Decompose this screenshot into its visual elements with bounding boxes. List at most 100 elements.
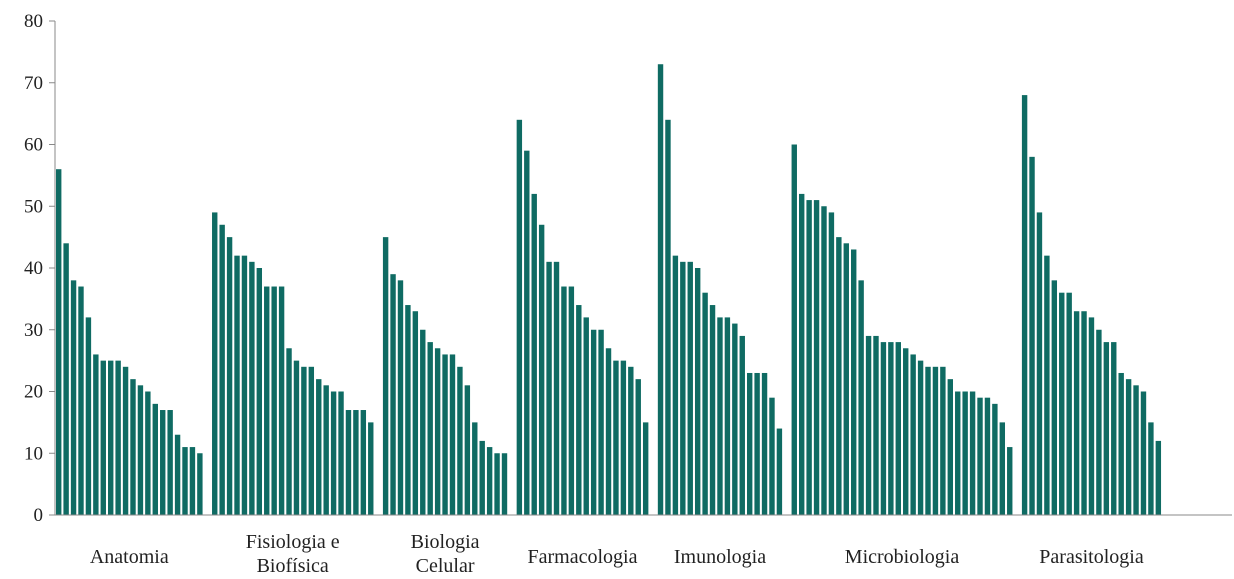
bar <box>427 342 433 515</box>
bar <box>360 410 367 515</box>
bar <box>739 335 745 515</box>
bar <box>63 243 69 516</box>
bar <box>702 292 708 515</box>
bar <box>1044 255 1050 515</box>
bar <box>234 255 240 515</box>
bar <box>152 403 158 515</box>
bar <box>100 360 106 516</box>
bar <box>457 366 463 515</box>
bar <box>323 385 329 515</box>
bar <box>962 391 968 515</box>
bar <box>940 366 946 515</box>
bar <box>316 379 322 515</box>
bar <box>754 372 760 515</box>
y-tick-label: 20 <box>24 382 43 403</box>
bar <box>167 410 173 515</box>
bar <box>746 372 753 515</box>
bar <box>895 342 901 515</box>
bar <box>241 255 248 515</box>
bar <box>70 280 77 515</box>
bar <box>182 447 188 515</box>
bar <box>546 261 552 515</box>
bar <box>984 397 991 515</box>
bar <box>1036 212 1043 516</box>
bar <box>56 169 62 515</box>
bar <box>137 385 144 515</box>
y-tick-label: 40 <box>24 258 43 279</box>
bar <box>219 224 225 515</box>
bar <box>851 249 857 516</box>
bar <box>769 397 775 515</box>
bar <box>903 348 909 515</box>
bar <box>442 354 448 515</box>
bar <box>78 286 84 515</box>
bar <box>598 329 604 515</box>
bar <box>464 385 471 515</box>
bar <box>249 261 255 515</box>
category-label: Farmacologia <box>528 546 638 568</box>
bar <box>130 379 136 515</box>
bar <box>145 391 151 515</box>
bar <box>709 305 716 515</box>
y-axis-ticks: 0 10 20 30 40 50 60 70 80 <box>24 11 55 526</box>
bar <box>1111 342 1117 515</box>
bar <box>635 379 641 515</box>
bar <box>888 342 894 515</box>
bar <box>977 397 983 515</box>
category-label: Microbiologia <box>845 546 960 568</box>
bar <box>256 268 263 515</box>
bar <box>1051 280 1058 515</box>
bar <box>368 422 374 516</box>
bar <box>390 274 396 515</box>
bar <box>992 403 998 515</box>
bar <box>821 206 827 515</box>
bar <box>628 366 634 515</box>
bar <box>865 335 872 515</box>
bar <box>858 280 864 515</box>
bar <box>761 372 768 515</box>
bar <box>472 422 478 516</box>
bar <box>531 193 537 515</box>
bar <box>999 422 1006 516</box>
bar <box>516 119 523 516</box>
bar <box>271 286 277 515</box>
bar <box>605 348 612 515</box>
bar <box>590 329 597 515</box>
bar <box>576 305 582 515</box>
bar <box>925 366 931 515</box>
bar <box>932 366 939 515</box>
bar <box>717 317 723 515</box>
bar <box>397 280 404 515</box>
bar <box>212 212 218 516</box>
bar <box>828 212 835 516</box>
y-tick-label: 60 <box>24 135 43 156</box>
bar <box>486 447 493 515</box>
bar <box>561 286 567 515</box>
bar <box>791 144 797 515</box>
bar <box>293 360 300 516</box>
bar <box>479 440 485 515</box>
bar <box>420 329 426 515</box>
bar <box>620 360 627 516</box>
bar <box>301 366 307 515</box>
bar <box>1103 342 1110 515</box>
bar <box>1088 317 1095 515</box>
bar <box>538 224 545 515</box>
bar <box>494 453 500 515</box>
bar <box>449 354 456 515</box>
bar <box>353 410 359 515</box>
bar <box>1140 391 1147 515</box>
bar <box>657 64 664 515</box>
bar <box>799 193 805 515</box>
category-label: Imunologia <box>674 546 766 568</box>
bar <box>226 237 233 516</box>
bar <box>197 453 203 515</box>
category-label: Fisiologia e Biofísica <box>246 531 340 577</box>
bar <box>947 379 953 515</box>
bar <box>160 410 166 515</box>
bar <box>1059 292 1065 515</box>
bar <box>278 286 285 515</box>
bar <box>873 335 879 515</box>
bar <box>93 354 99 515</box>
bar <box>308 366 315 515</box>
